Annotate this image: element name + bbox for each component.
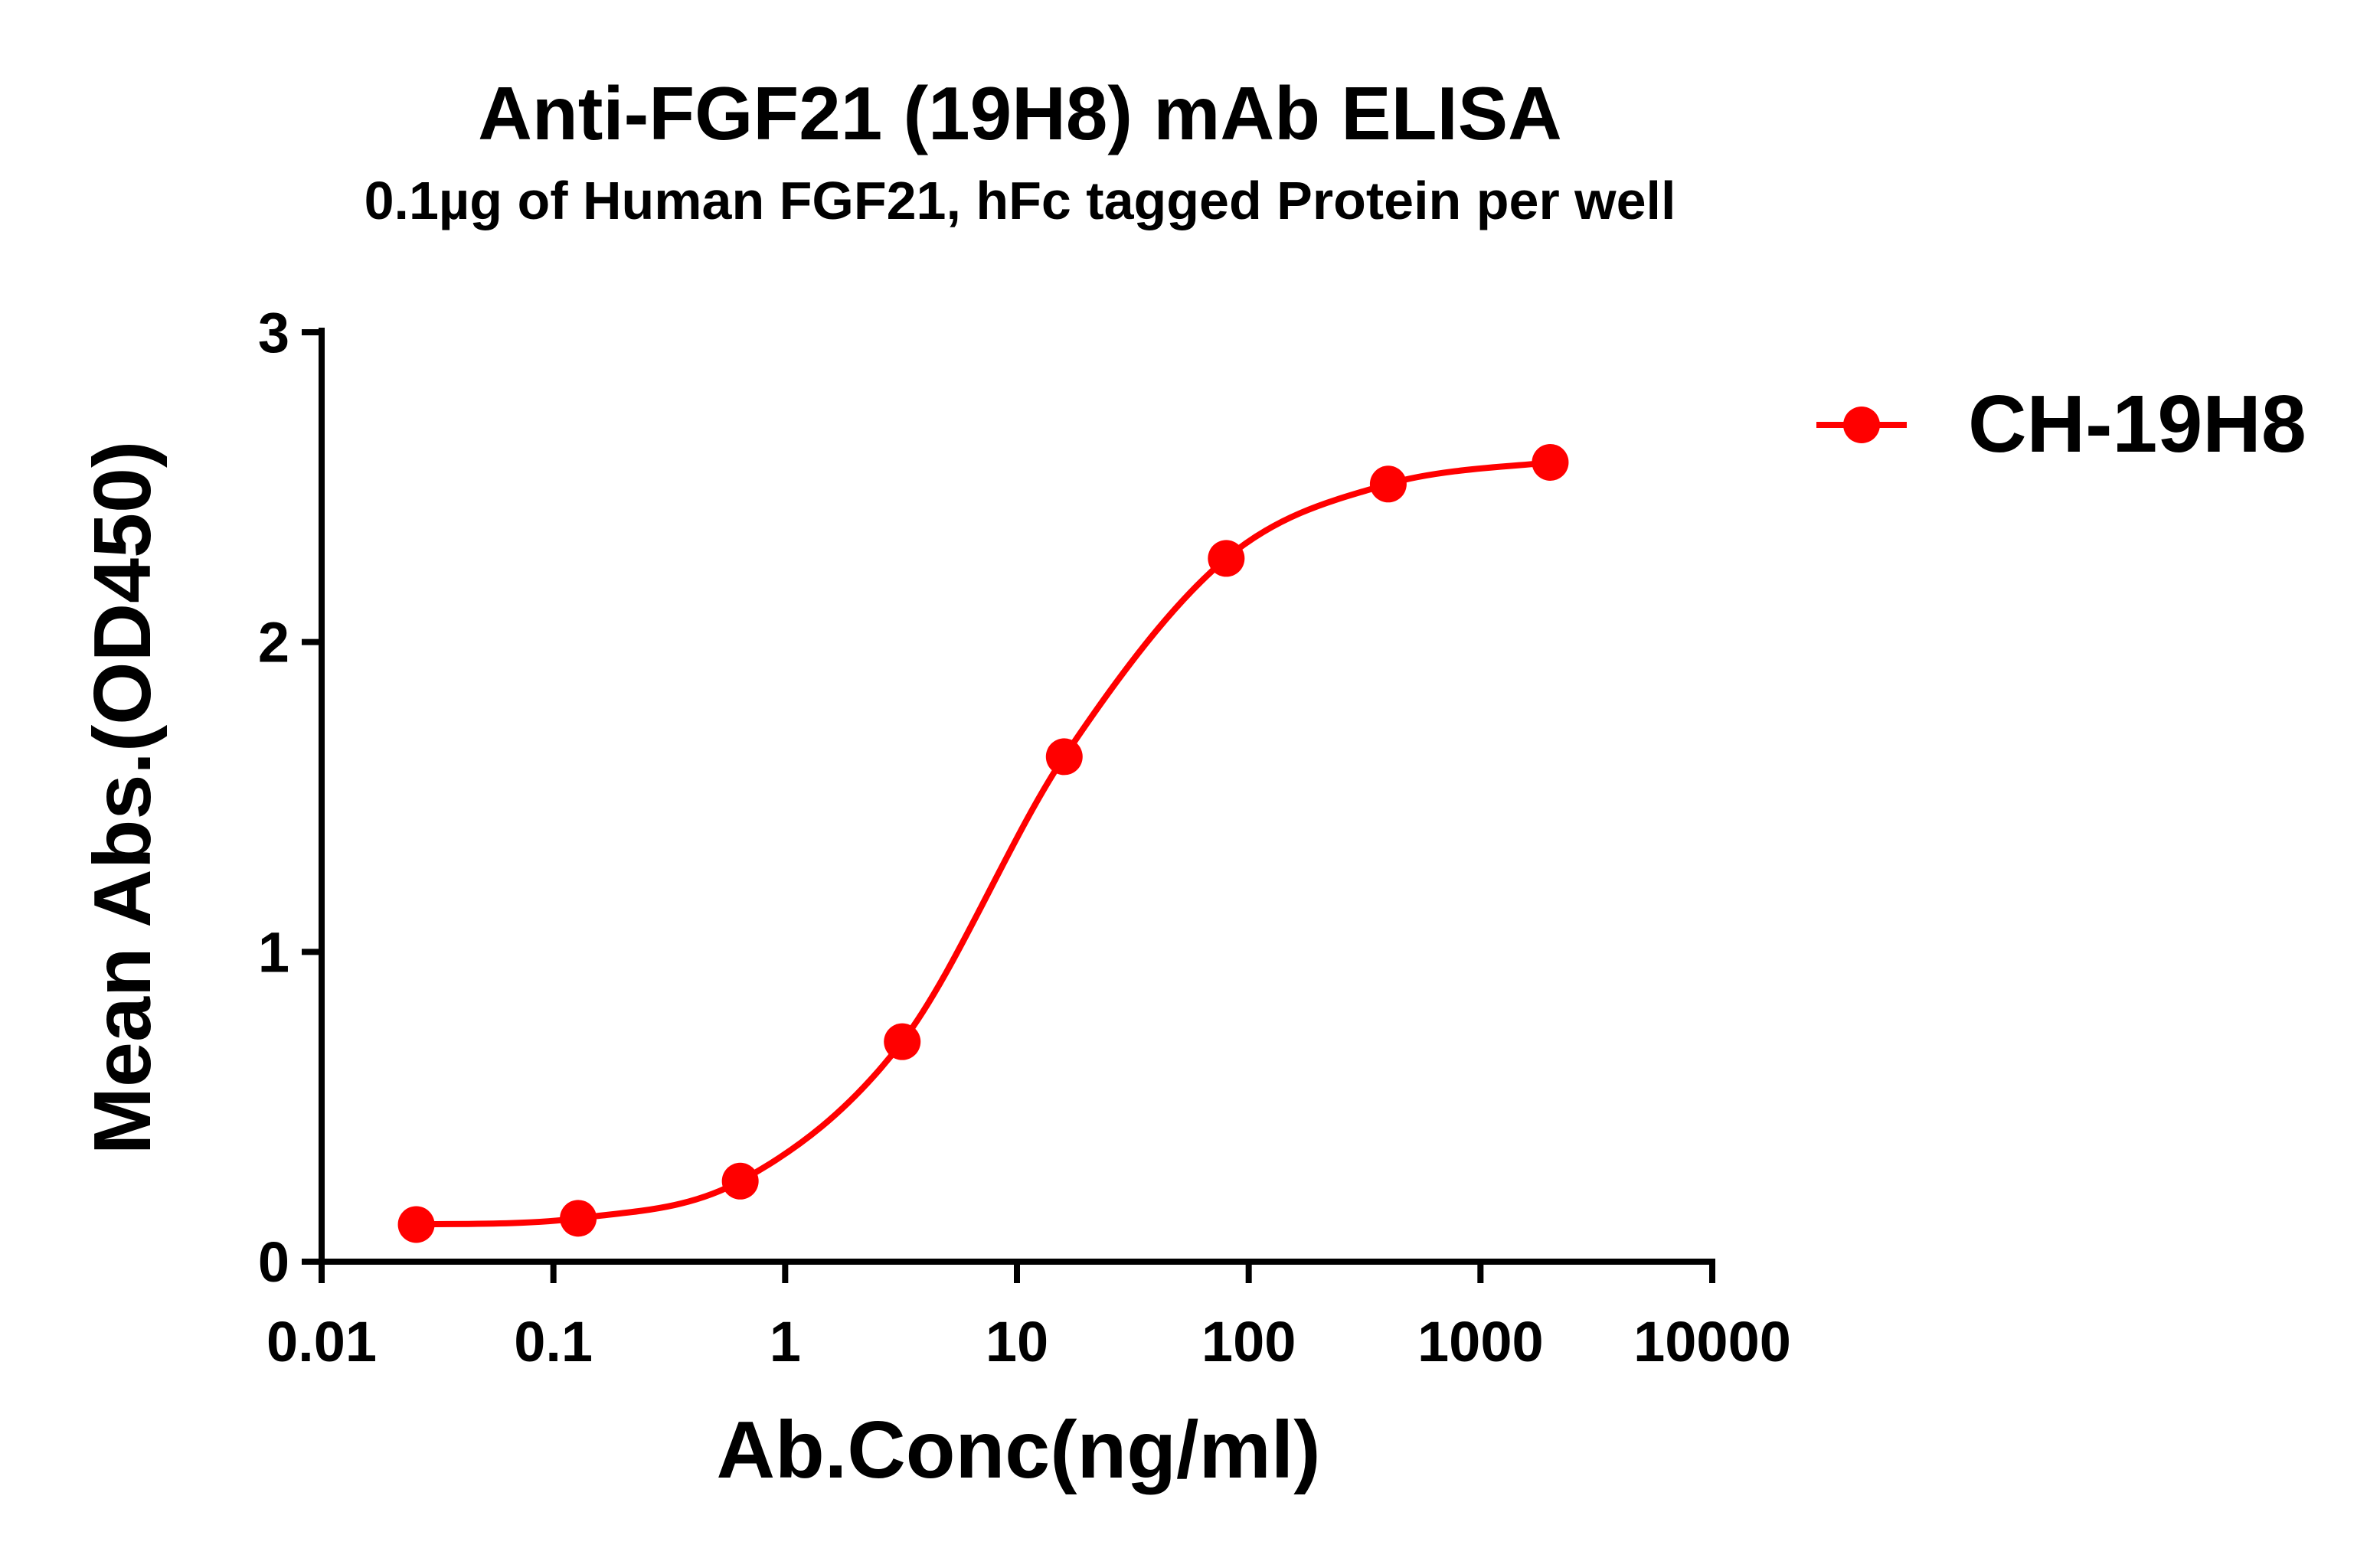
y-tick-label: 2 — [258, 611, 289, 674]
data-point — [560, 1200, 597, 1237]
x-tick-label: 10 — [986, 1310, 1048, 1373]
data-point — [721, 1162, 759, 1200]
x-ticks: 0.01 0.1 1 10 100 1000 10000 — [266, 1262, 1791, 1373]
data-point — [1532, 443, 1569, 481]
x-tick-label: 0.1 — [514, 1310, 593, 1373]
chart-subtitle: 0.1µg of Human FGF21, hFc tagged Protein… — [365, 171, 1676, 230]
y-tick-label: 3 — [258, 301, 289, 364]
legend: CH-19H8 — [1816, 379, 2306, 469]
legend-label: CH-19H8 — [1968, 379, 2306, 469]
y-tick-label: 1 — [258, 920, 289, 984]
series-line — [416, 459, 1551, 1228]
x-tick-label: 100 — [1201, 1310, 1296, 1373]
data-point — [1045, 738, 1083, 776]
chart-title: Anti-FGF21 (19H8) mAb ELISA — [478, 71, 1562, 155]
x-tick-label: 0.01 — [266, 1310, 377, 1373]
y-ticks: 0 1 2 3 — [258, 301, 322, 1294]
series-layer — [397, 443, 1569, 1243]
x-tick-label: 1000 — [1417, 1310, 1544, 1373]
y-axis-label: Mean Abs.(OD450) — [77, 441, 168, 1155]
data-point — [397, 1206, 435, 1243]
data-point — [1208, 540, 1245, 577]
x-tick-label: 1 — [770, 1310, 801, 1373]
data-point — [884, 1023, 921, 1060]
data-point — [1369, 465, 1407, 503]
x-tick-label: 10000 — [1633, 1310, 1791, 1373]
legend-marker — [1843, 407, 1880, 443]
y-tick-label: 0 — [258, 1230, 289, 1294]
x-axis-label: Ab.Conc(ng/ml) — [717, 1405, 1321, 1495]
